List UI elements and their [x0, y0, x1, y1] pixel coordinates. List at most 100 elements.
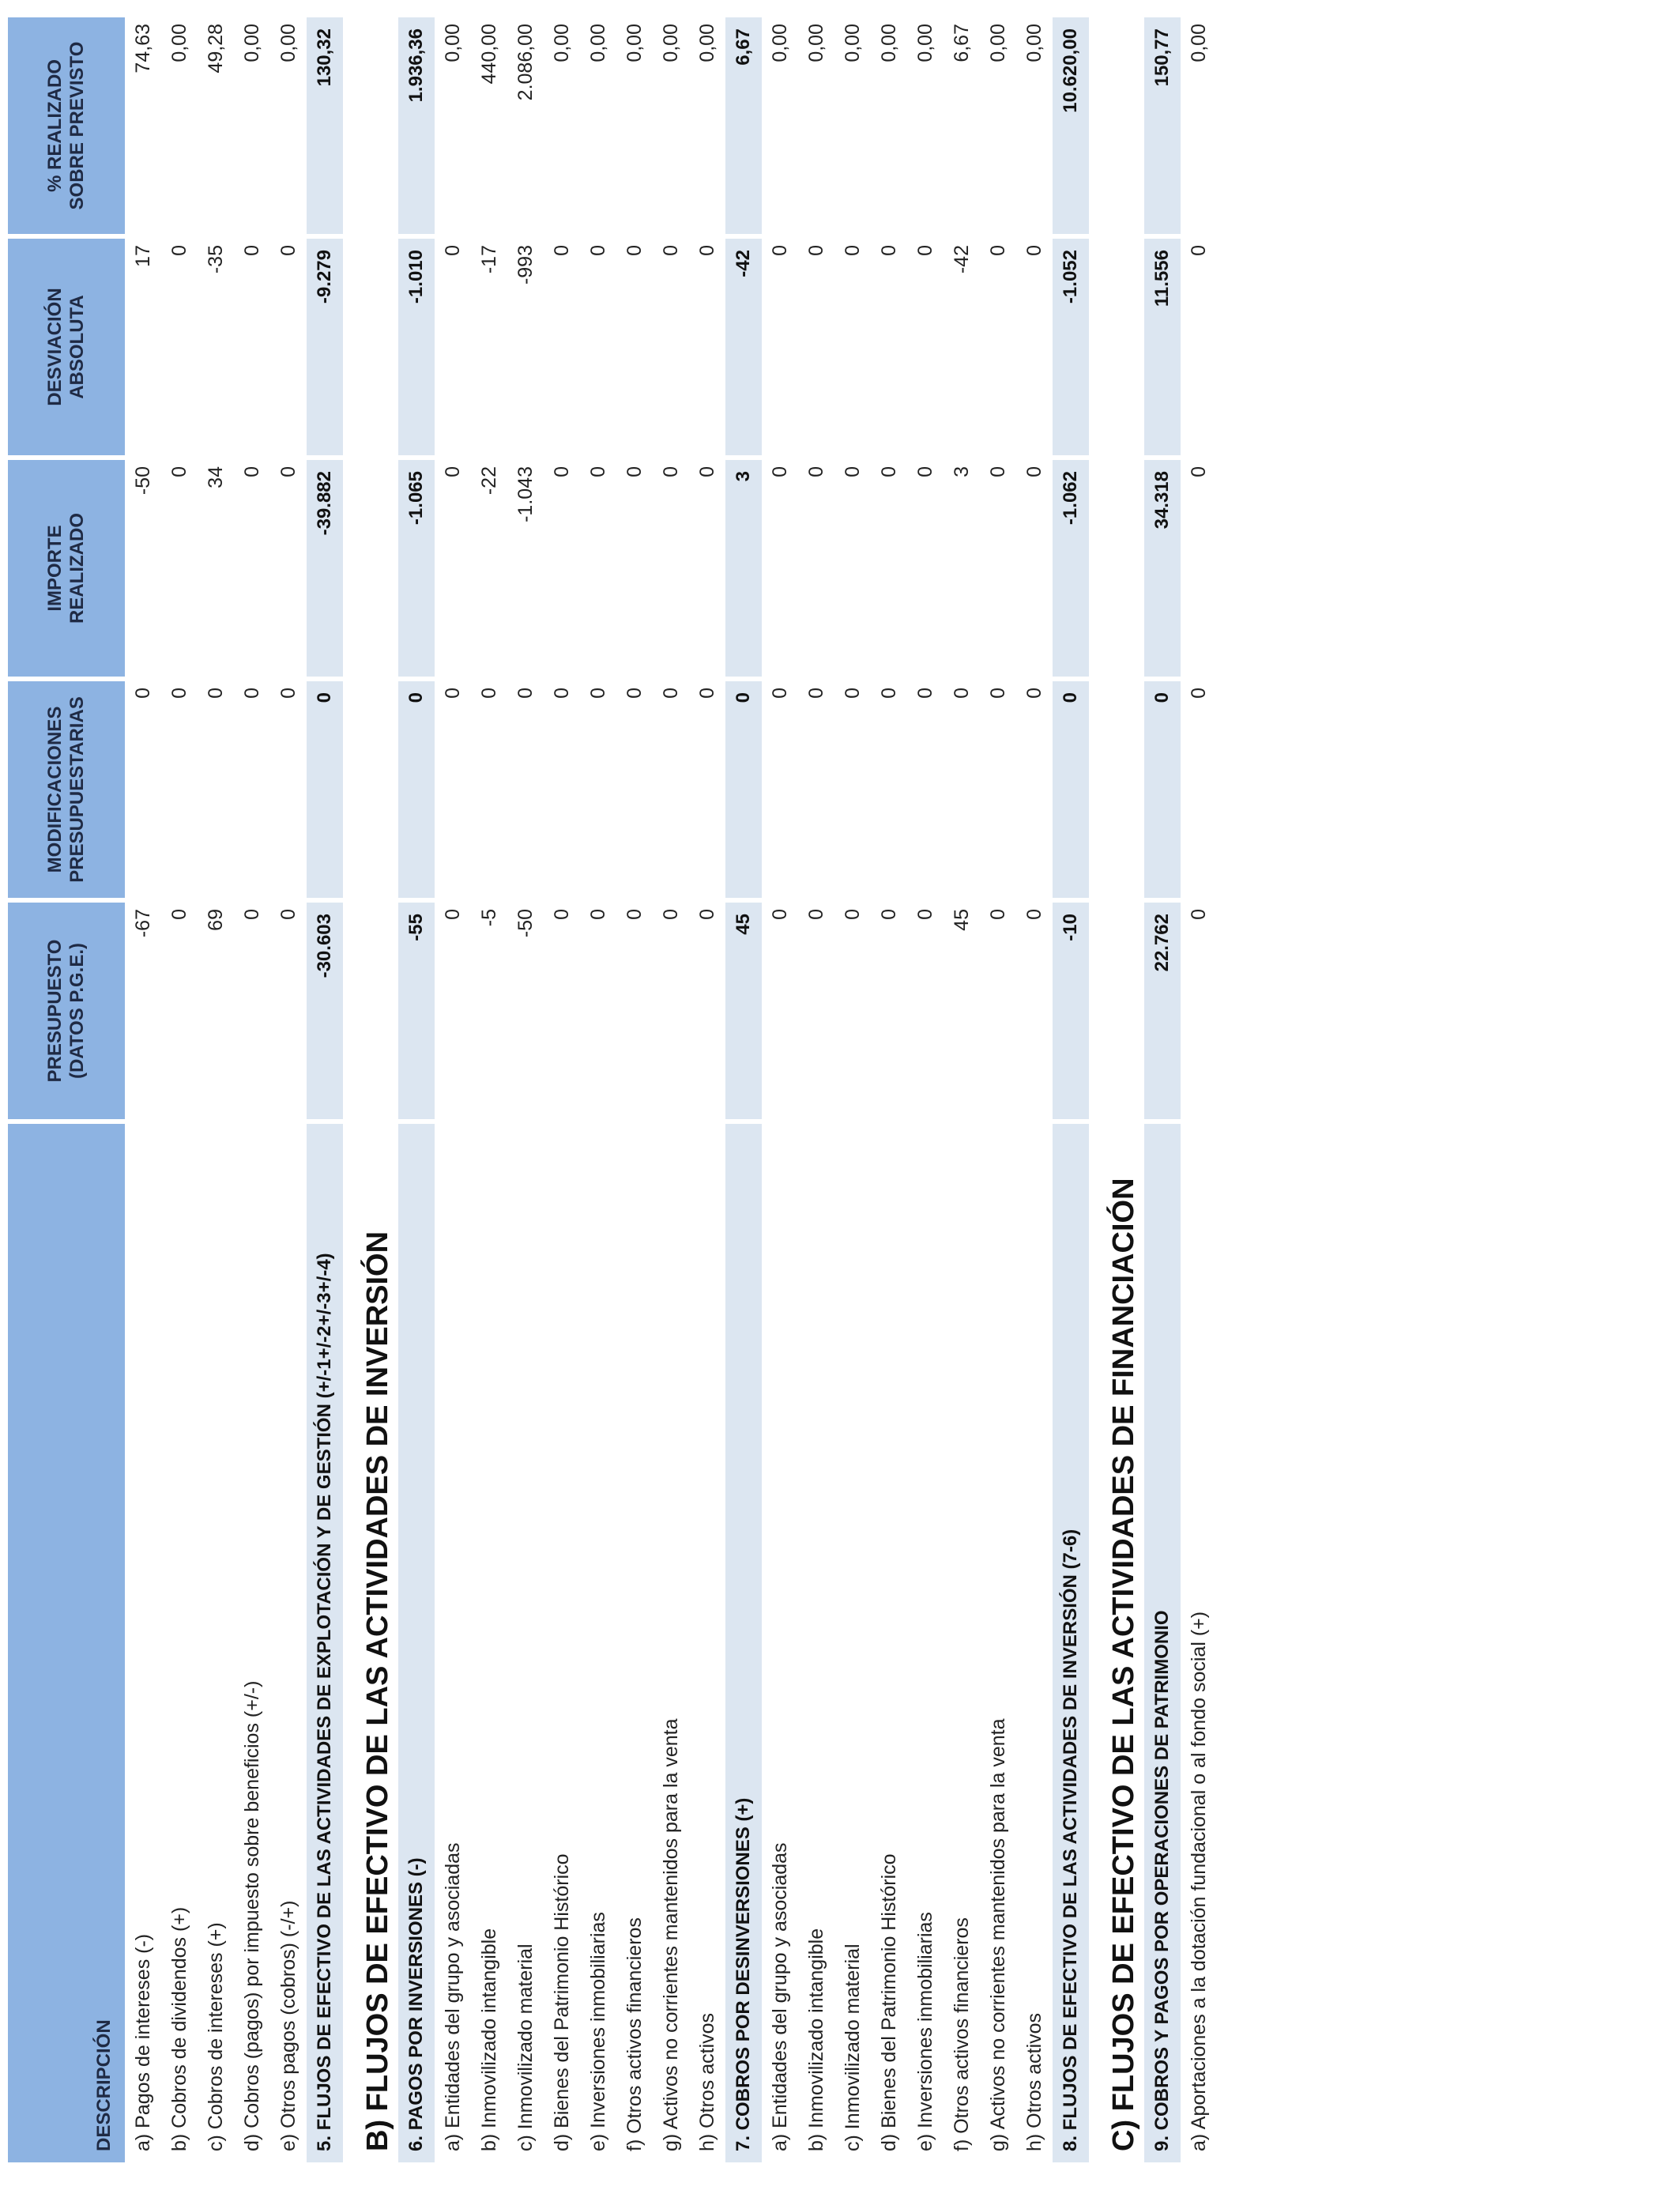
cell-modificaciones: 0 [550, 688, 573, 699]
row-description: h) Otros activos [695, 2012, 718, 2151]
cell-modificaciones: 0 [514, 688, 537, 699]
cell-desviacion: 11.556 [1144, 234, 1181, 455]
cell-modificaciones: 0 [804, 688, 827, 699]
cell-importe-realizado: 0 [768, 466, 791, 477]
cell-modificaciones: 0 [768, 688, 791, 699]
cell-modificaciones: 0 [1023, 688, 1045, 699]
cell-porcentaje: 0,00 [804, 24, 827, 62]
cell-porcentaje: 0,00 [768, 24, 791, 62]
cell-porcentaje: 0,00 [168, 24, 190, 62]
row-description: d) Bienes del Patrimonio Histórico [550, 1853, 573, 2151]
cell-presupuesto: -55 [398, 898, 435, 1119]
row-description: 8. FLUJOS DE EFECTIVO DE LAS ACTIVIDADES… [1053, 1119, 1089, 2162]
cell-modificaciones: 0 [277, 688, 299, 699]
header-row: DESCRIPCIÓN PRESUPUESTO (DATOS P.G.E.) M… [8, 13, 125, 2162]
row-description: d) Cobros (pagos) por impuesto sobre ben… [240, 1680, 263, 2151]
cell-desviacion: 0 [659, 245, 682, 256]
row-description: 6. PAGOS POR INVERSIONES (-) [398, 1119, 435, 2162]
table-row: h) Otros activos 0 0 0 0 0,00 [1016, 13, 1053, 2162]
table-row: a) Pagos de intereses (-) -67 0 -50 17 74,63 [125, 13, 161, 2162]
header-presupuesto: PRESUPUESTO (DATOS P.G.E.) [8, 898, 125, 1119]
cell-importe-realizado: -22 [477, 466, 500, 496]
cell-importe-realizado: 0 [804, 466, 827, 477]
cell-desviacion: 0 [1187, 245, 1210, 256]
cell-presupuesto: 0 [623, 909, 646, 920]
cell-desviacion: 0 [913, 245, 936, 256]
cell-desviacion: -42 [950, 245, 973, 274]
cell-presupuesto: 0 [841, 909, 864, 920]
table-row: e) Inversiones inmobiliarias 0 0 0 0 0,00 [907, 13, 944, 2162]
cell-porcentaje: 150,77 [1144, 13, 1181, 234]
row-description: a) Pagos de intereses (-) [131, 1933, 154, 2151]
cell-presupuesto: 0 [277, 909, 299, 920]
cell-modificaciones: 0 [307, 677, 343, 898]
cell-porcentaje: 6,67 [725, 13, 762, 234]
table-row: b) Inmovilizado intangible -5 0 -22 -17 440,0… [471, 13, 507, 2162]
section-heading: B) FLUJOS DE EFECTIVO DE LAS ACTIVIDADES… [361, 1231, 394, 2151]
table-row: a) Entidades del grupo y asociadas 0 0 0 0 0,… [435, 13, 471, 2162]
cell-porcentaje: 0,00 [240, 24, 263, 62]
cell-porcentaje: 2.086,00 [514, 24, 537, 101]
row-description: c) Inmovilizado material [514, 1943, 537, 2151]
row-description: c) Inmovilizado material [841, 1943, 864, 2151]
subtotal-row: 6. PAGOS POR INVERSIONES (-) -55 0 -1.065 -1… [398, 13, 435, 2162]
cell-presupuesto: 0 [913, 909, 936, 920]
subtotal-row: 8. FLUJOS DE EFECTIVO DE LAS ACTIVIDADES… [1053, 13, 1089, 2162]
row-description: 9. COBROS Y PAGOS POR OPERACIONES DE PAT… [1144, 1119, 1181, 2162]
cell-importe-realizado: 0 [623, 466, 646, 477]
cell-desviacion: -17 [477, 245, 500, 274]
cell-modificaciones: 0 [1053, 677, 1089, 898]
table-body: a) Pagos de intereses (-) -67 0 -50 17 74,63 b… [125, 13, 1217, 2162]
cash-flow-table: DESCRIPCIÓN PRESUPUESTO (DATOS P.G.E.) M… [8, 13, 1217, 2162]
cell-desviacion: 0 [168, 245, 190, 256]
table-row: g) Activos no corrientes mantenidos para… [653, 13, 689, 2162]
cell-desviacion: 0 [623, 245, 646, 256]
cell-porcentaje: 0,00 [586, 24, 609, 62]
row-description: f) Otros activos financieros [623, 1917, 646, 2151]
table-row: g) Activos no corrientes mantenidos para… [980, 13, 1016, 2162]
cell-desviacion: 0 [986, 245, 1009, 256]
cell-presupuesto: 0 [240, 909, 263, 920]
table-row: d) Bienes del Patrimonio Histórico 0 0 0 0 0,… [544, 13, 580, 2162]
cell-modificaciones: 0 [477, 688, 500, 699]
cell-modificaciones: 0 [586, 688, 609, 699]
row-description: g) Activos no corrientes mantenidos para… [986, 1718, 1009, 2151]
cell-porcentaje: 6,67 [950, 24, 973, 62]
cell-importe-realizado: 34.318 [1144, 455, 1181, 677]
cell-modificaciones: 0 [841, 688, 864, 699]
cell-desviacion: -9.279 [307, 234, 343, 455]
cell-desviacion: 0 [877, 245, 900, 256]
cell-desviacion: 17 [131, 245, 154, 267]
header-descripcion: DESCRIPCIÓN [8, 1119, 125, 2162]
cell-porcentaje: 0,00 [695, 24, 718, 62]
cell-presupuesto: 22.762 [1144, 898, 1181, 1119]
table-row: a) Aportaciones a la dotación fundaciona… [1181, 13, 1217, 2162]
cell-desviacion: 0 [841, 245, 864, 256]
section-heading-row: C) FLUJOS DE EFECTIVO DE LAS ACTIVIDADES… [1089, 13, 1144, 2162]
row-description: h) Otros activos [1023, 2012, 1045, 2151]
cell-presupuesto: 0 [986, 909, 1009, 920]
table-row: a) Entidades del grupo y asociadas 0 0 0 0 0,… [762, 13, 798, 2162]
cell-presupuesto: -50 [514, 909, 537, 938]
cell-importe-realizado: 0 [841, 466, 864, 477]
cell-desviacion: -993 [514, 245, 537, 285]
cell-porcentaje: 0,00 [841, 24, 864, 62]
table-row: e) Inversiones inmobiliarias 0 0 0 0 0,00 [580, 13, 616, 2162]
cell-modificaciones: 0 [441, 688, 464, 699]
cell-importe-realizado: 0 [1023, 466, 1045, 477]
cell-modificaciones: 0 [950, 688, 973, 699]
cell-porcentaje: 0,00 [441, 24, 464, 62]
cell-importe-realizado: 0 [913, 466, 936, 477]
cell-importe-realizado: -39.882 [307, 455, 343, 677]
cell-modificaciones: 0 [695, 688, 718, 699]
subtotal-row: 9. COBROS Y PAGOS POR OPERACIONES DE PAT… [1144, 13, 1181, 2162]
cell-presupuesto: 0 [659, 909, 682, 920]
cell-desviacion: 0 [586, 245, 609, 256]
cell-porcentaje: 0,00 [1023, 24, 1045, 62]
cell-desviacion: -35 [204, 245, 227, 274]
cell-modificaciones: 0 [398, 677, 435, 898]
cell-desviacion: 0 [768, 245, 791, 256]
table-row: c) Inmovilizado material -50 0 -1.043 -993 2.… [507, 13, 544, 2162]
cell-presupuesto: -5 [477, 909, 500, 927]
